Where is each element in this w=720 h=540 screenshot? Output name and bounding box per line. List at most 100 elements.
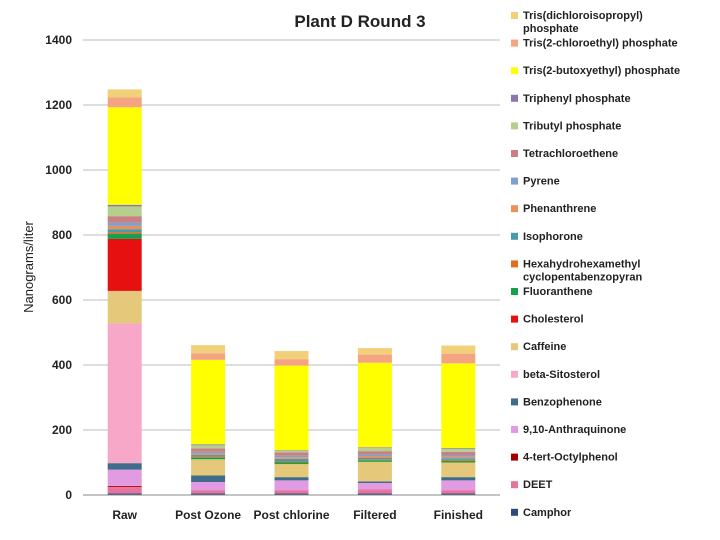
legend-swatch — [511, 94, 518, 102]
bar-segment — [107, 493, 142, 495]
legend-swatch — [511, 288, 518, 295]
bar-segment — [441, 477, 476, 481]
bar-segment — [274, 359, 309, 366]
x-category-label: Finished — [434, 508, 483, 522]
bar-segment — [274, 450, 309, 453]
bar-segment — [107, 206, 142, 217]
legend-label: Phenanthrene — [523, 203, 596, 215]
bar-segment — [107, 323, 142, 464]
bar-segment — [357, 489, 392, 494]
bar-segment — [357, 362, 392, 448]
legend-label: Tributyl phosphate — [523, 120, 621, 132]
legend-label: Cholesterol — [523, 314, 584, 326]
bar-segment — [441, 363, 476, 448]
bar-segment — [191, 353, 226, 360]
legend-label: Caffeine — [523, 341, 566, 353]
bar-segment — [357, 493, 392, 495]
bar-segment — [107, 290, 142, 324]
bar-segment — [107, 238, 142, 291]
bar-segment — [107, 89, 142, 98]
bar-segment — [441, 455, 476, 457]
legend-label: Hexahydrohexamethyl cyclopentabenzopyran — [523, 258, 642, 283]
bar-segment — [107, 229, 142, 233]
legend-swatch — [511, 398, 518, 406]
bar-segment — [191, 493, 226, 495]
y-tick-label: 800 — [52, 228, 72, 242]
legend-swatch — [511, 150, 518, 157]
legend-label: 4-tert-Octylphenol — [523, 452, 618, 464]
bar-segment — [191, 444, 226, 446]
bar-segment — [357, 456, 392, 458]
bar-segment — [191, 359, 226, 445]
bar-segment — [357, 354, 392, 363]
legend: Tris(dichloroisopropyl) phosphate Tris(2-c… — [511, 10, 680, 519]
legend-swatch — [511, 426, 518, 433]
legend-label: Benzophenone — [523, 396, 602, 408]
bar-segment — [191, 459, 226, 476]
bar-segment — [274, 351, 309, 360]
y-tick-label: 400 — [52, 358, 72, 372]
legend-label: 9,10-Anthraquinone — [523, 424, 626, 436]
bar-segment — [191, 451, 226, 454]
x-category-label: Post Ozone — [175, 508, 241, 522]
bar-segment — [441, 353, 476, 364]
legend-swatch — [511, 205, 518, 213]
bar-segment — [441, 447, 476, 449]
bar-segment — [107, 222, 142, 226]
bar-segment — [274, 457, 309, 459]
bar-segment — [441, 462, 476, 478]
bar-segment — [107, 107, 142, 205]
y-axis-ticks: 0 200 400 600 800 1000 1200 1400 — [45, 33, 72, 502]
bar-segment — [357, 461, 392, 482]
bar-segment — [107, 216, 142, 223]
bar-segment — [357, 459, 392, 461]
bar-segment — [107, 485, 142, 487]
y-tick-label: 1400 — [45, 33, 72, 47]
bar-segment — [191, 456, 226, 458]
legend-swatch — [511, 315, 518, 323]
legend-swatch — [511, 370, 518, 378]
bar-segment — [107, 486, 142, 494]
bar-segment — [191, 457, 226, 460]
x-axis-categories: Raw Post Ozone Post chlorine Filtered Finish… — [112, 508, 483, 522]
bar-segment — [357, 447, 392, 448]
legend-label: Fluoranthene — [523, 286, 593, 298]
bar-segment — [441, 451, 476, 456]
bar-segment — [274, 455, 309, 458]
bar-segment — [107, 463, 142, 470]
y-axis-label: Nanograms/liter — [21, 220, 36, 312]
legend-label: Tetrachloroethene — [523, 148, 618, 160]
y-tick-label: 1000 — [45, 163, 72, 177]
legend-label: Tris(2-butoxyethyl) phosphate — [523, 65, 680, 77]
bar-segment — [441, 459, 476, 461]
bar-segment — [441, 480, 476, 491]
x-category-label: Post chlorine — [253, 508, 329, 522]
bar-segment — [191, 455, 226, 457]
legend-label: beta-Sitosterol — [523, 369, 600, 381]
bar-segment — [274, 461, 309, 463]
bar-segment — [274, 480, 309, 491]
legend-swatch — [511, 67, 518, 75]
bars — [107, 89, 476, 495]
bar-segment — [441, 458, 476, 460]
bar-segment — [274, 462, 309, 465]
bar-segment — [357, 447, 392, 452]
bar-segment — [274, 458, 309, 462]
bar-segment — [274, 477, 309, 481]
x-category-label: Filtered — [353, 508, 396, 522]
bar-segment — [191, 490, 226, 494]
legend-label: DEET — [523, 479, 553, 491]
bar-segment — [357, 348, 392, 355]
bar-segment — [191, 475, 226, 482]
bar-segment — [107, 469, 142, 486]
bar-segment — [191, 453, 226, 456]
bar-segment — [107, 204, 142, 207]
bar-segment — [357, 482, 392, 490]
bar-segment — [107, 97, 142, 108]
bar-segment — [274, 452, 309, 456]
bar-segment — [274, 493, 309, 495]
legend-label: Isophorone — [523, 231, 583, 243]
bar-segment — [357, 460, 392, 462]
bar-segment — [441, 456, 476, 459]
legend-swatch — [511, 232, 518, 240]
